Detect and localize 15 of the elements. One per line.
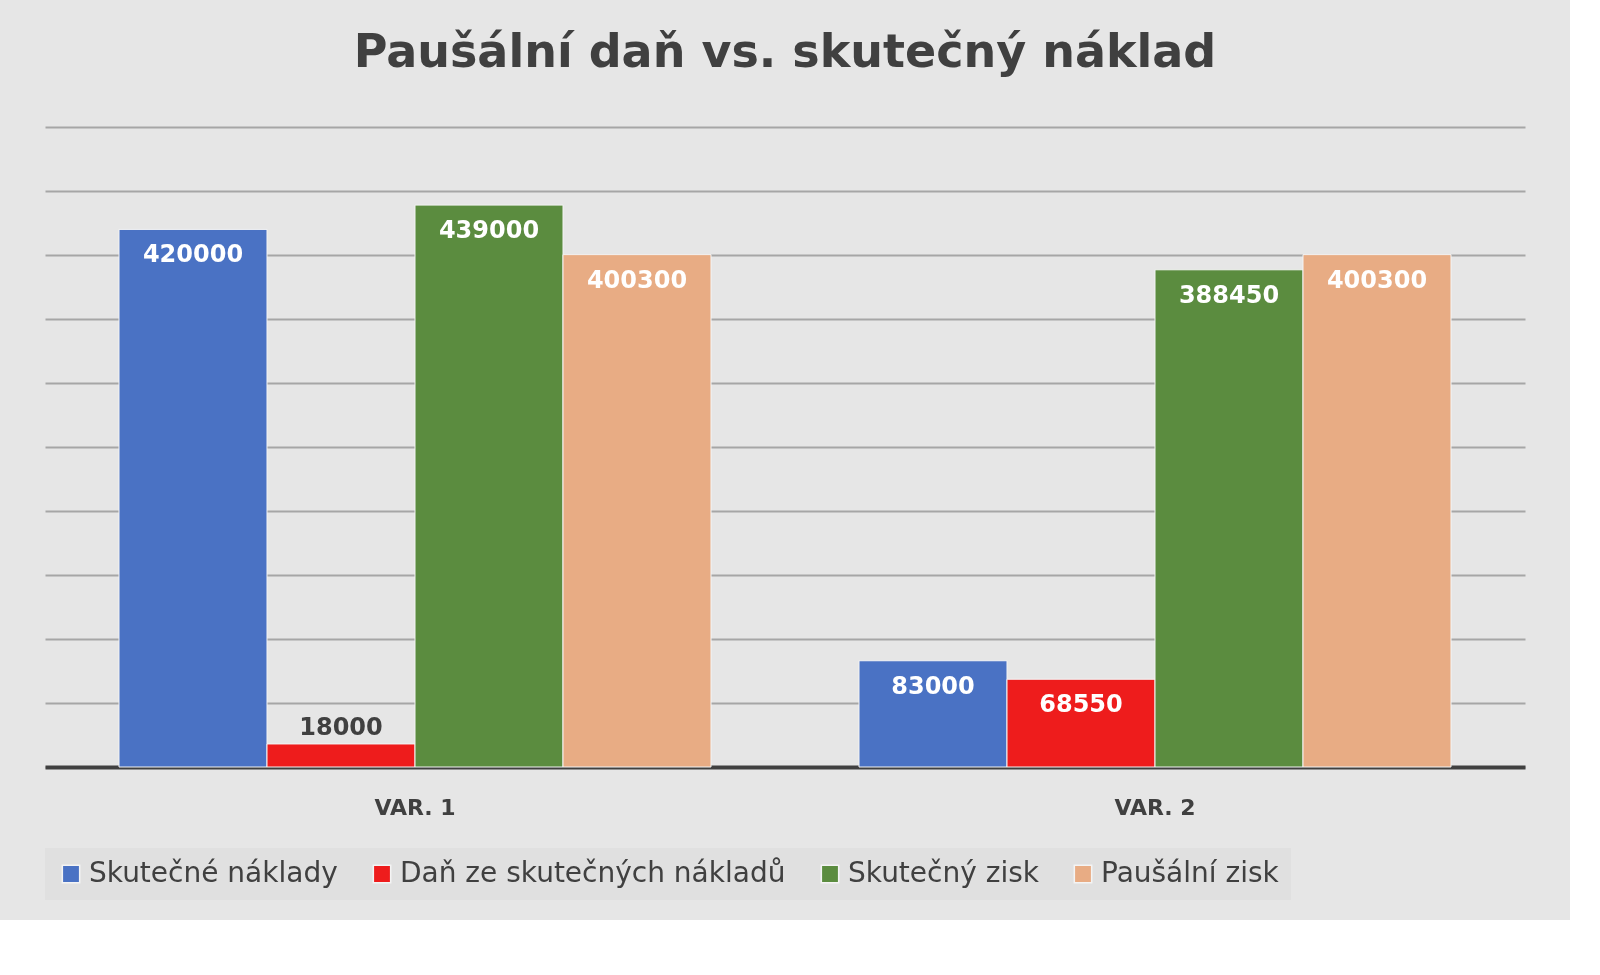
data-label: 420000 xyxy=(142,240,244,269)
data-label: 439000 xyxy=(438,216,540,245)
data-label: 400300 xyxy=(1326,265,1428,294)
legend-label: Skutečné náklady xyxy=(89,856,338,889)
data-label: 400300 xyxy=(586,265,688,294)
data-label: 68550 xyxy=(1039,690,1123,719)
chart-title: Paušální daň vs. skutečný náklad xyxy=(353,24,1217,78)
legend-label: Paušální zisk xyxy=(1101,856,1280,889)
data-label: 83000 xyxy=(891,671,975,700)
x-tick-label: VAR. 2 xyxy=(1114,794,1196,820)
data-label: 18000 xyxy=(299,712,383,741)
x-tick-label: VAR. 1 xyxy=(374,794,456,820)
legend-label: Skutečný zisk xyxy=(848,856,1040,889)
legend-label: Daň ze skutečných nákladů xyxy=(400,856,786,889)
data-label: 388450 xyxy=(1178,280,1280,309)
